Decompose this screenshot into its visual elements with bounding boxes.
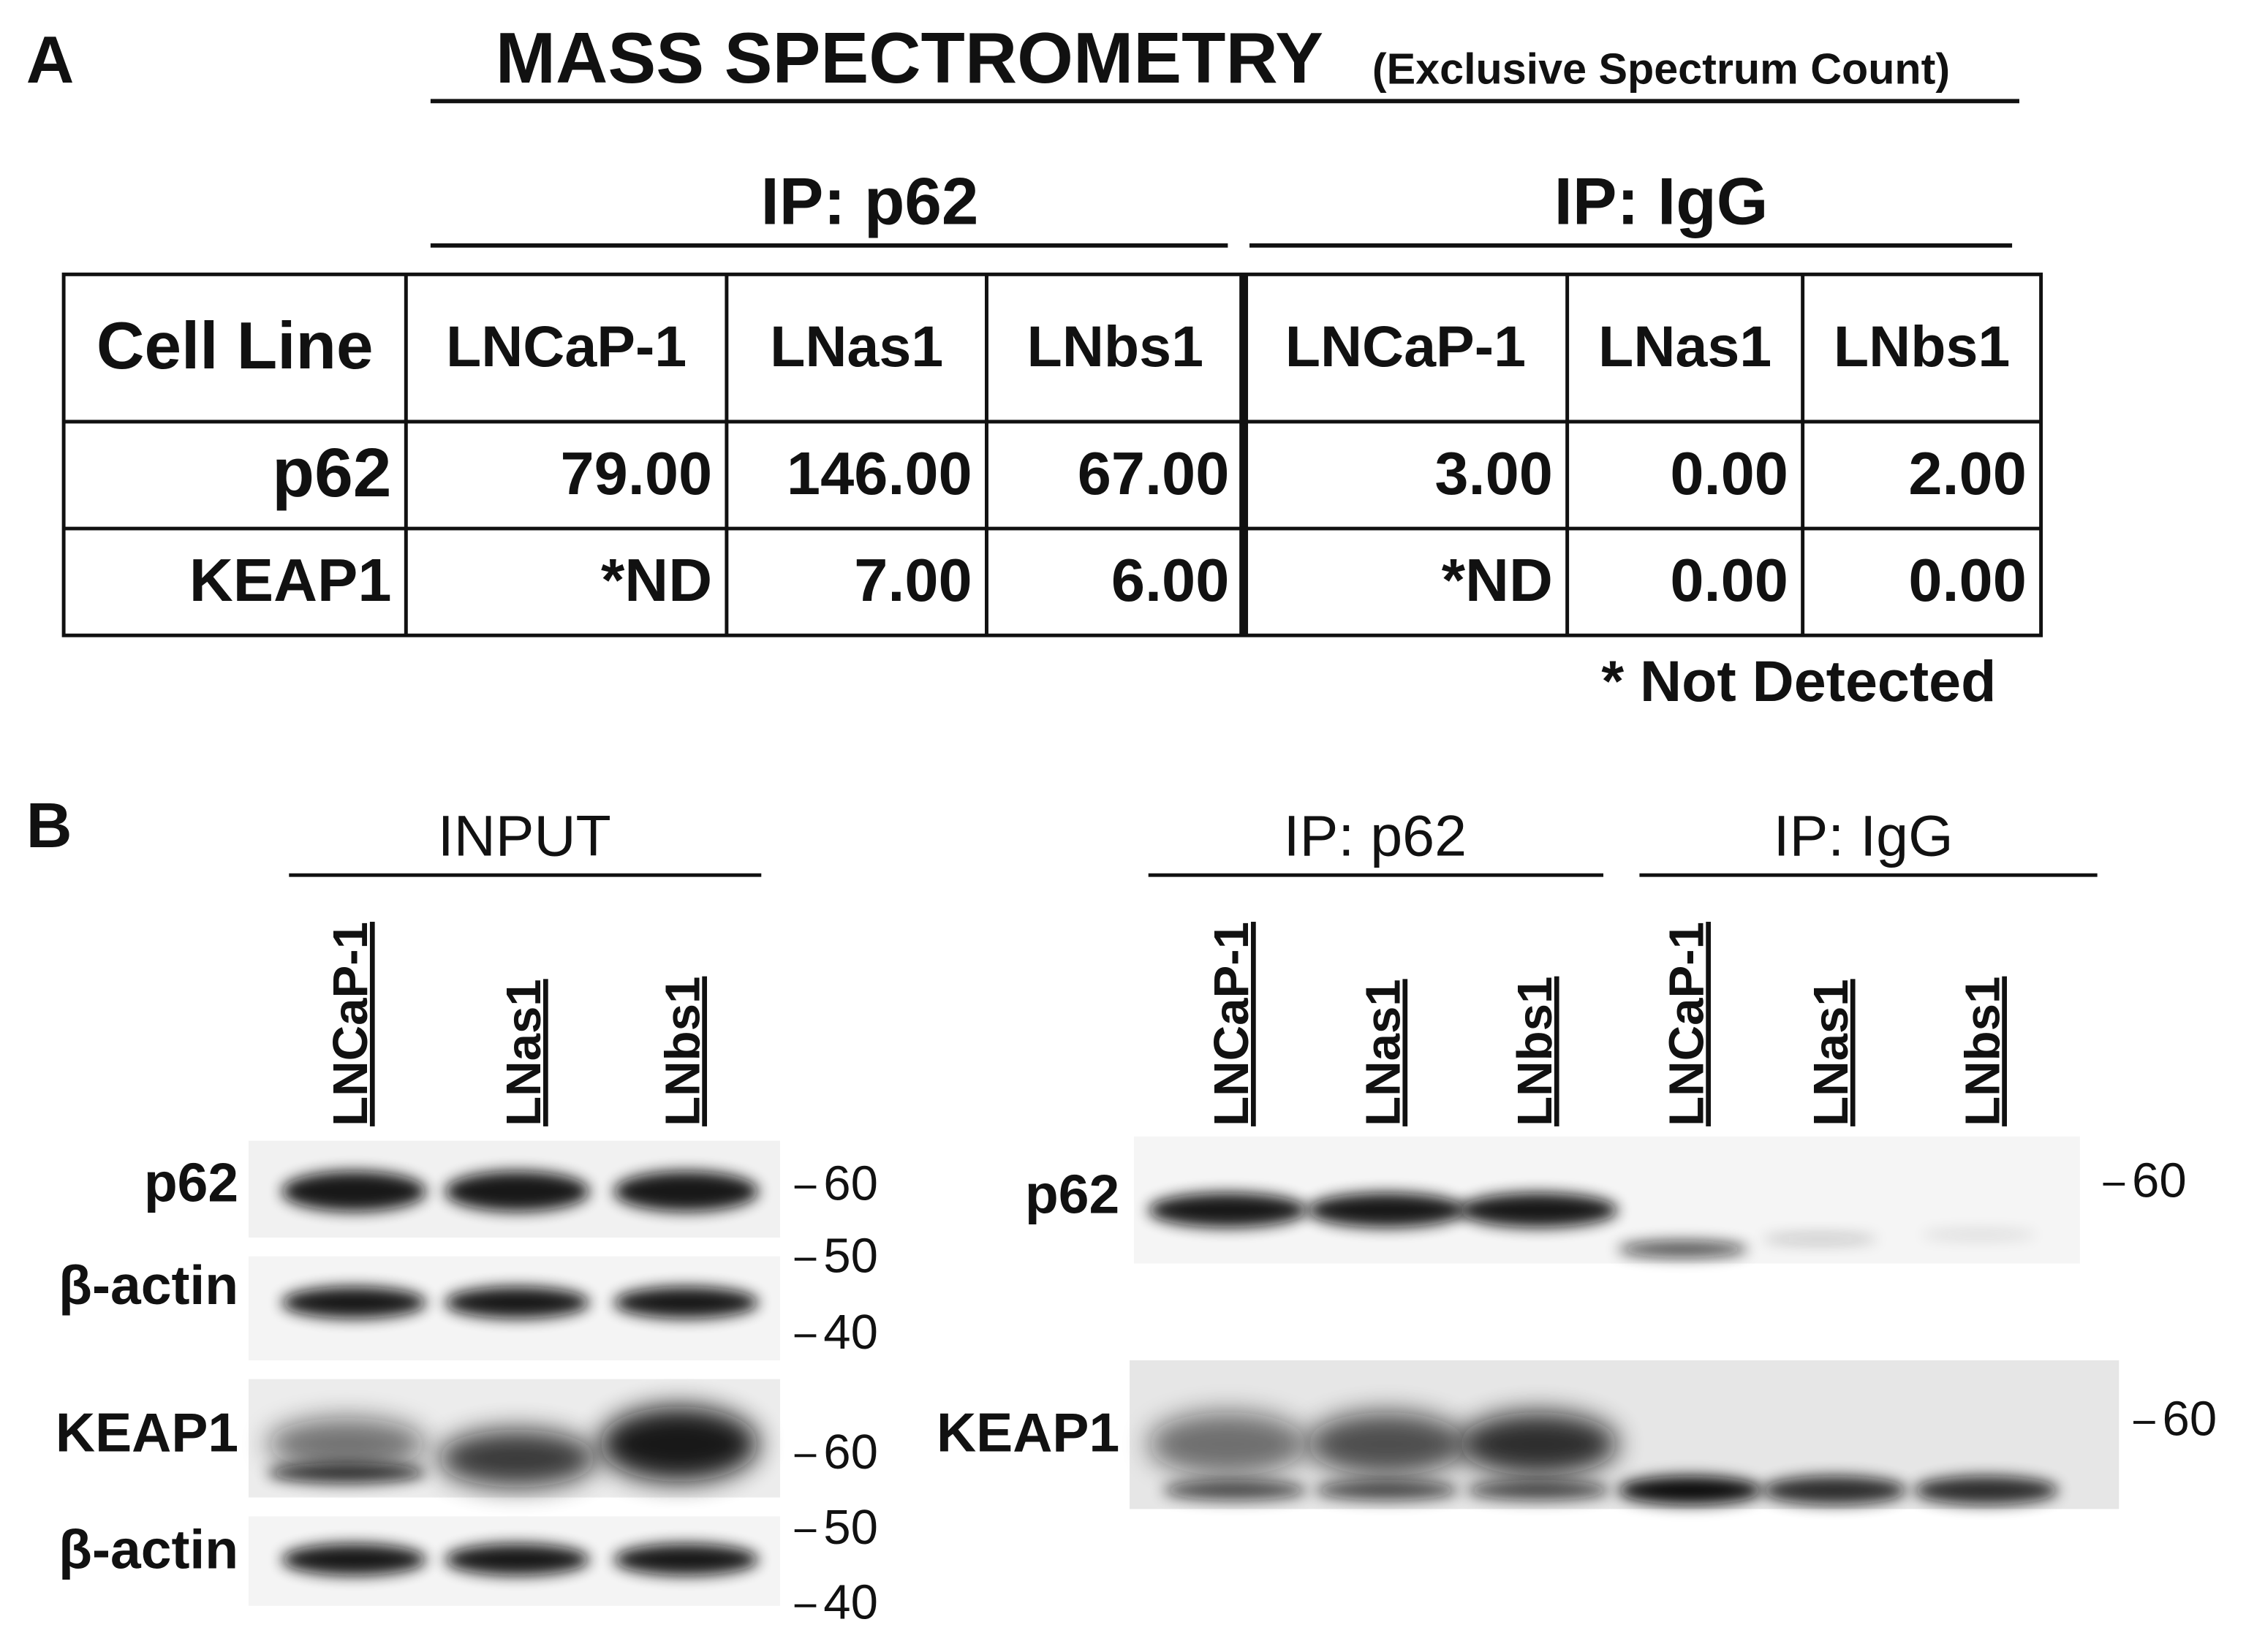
table-header: LNbs1 bbox=[1027, 314, 1203, 379]
band bbox=[1307, 1412, 1467, 1476]
table-cell: 7.00 bbox=[854, 546, 972, 614]
table-cell: 0.00 bbox=[1670, 439, 1788, 507]
band bbox=[445, 1543, 590, 1576]
table-header: LNCaP-1 bbox=[446, 314, 687, 379]
blot-label: KEAP1 bbox=[937, 1401, 1119, 1463]
table-border bbox=[61, 272, 2043, 637]
table-cell: 0.00 bbox=[1670, 546, 1788, 614]
table-cell: 2.00 bbox=[1908, 439, 2026, 507]
table-cell: 3.00 bbox=[1434, 439, 1552, 507]
table-header: LNbs1 bbox=[1834, 314, 2010, 379]
marker-label: 60 bbox=[2163, 1392, 2217, 1447]
band bbox=[1459, 1412, 1618, 1476]
marker-label: 50 bbox=[823, 1228, 878, 1283]
group-label: INPUT bbox=[438, 803, 611, 868]
lane-label: LNbs1 bbox=[1508, 977, 1562, 1126]
band bbox=[267, 1463, 426, 1483]
table-header: LNas1 bbox=[1598, 314, 1771, 379]
table-cell: p62 bbox=[272, 434, 391, 512]
marker-label: 50 bbox=[823, 1500, 878, 1555]
band bbox=[600, 1406, 759, 1482]
band bbox=[1921, 1229, 2037, 1240]
lane-label: LNas1 bbox=[1804, 979, 1858, 1126]
band bbox=[281, 1287, 426, 1319]
band bbox=[1762, 1475, 1907, 1505]
band bbox=[445, 1287, 590, 1319]
band bbox=[1617, 1475, 1763, 1505]
band bbox=[1466, 1479, 1611, 1501]
lane-label: LNbs1 bbox=[655, 977, 710, 1126]
table-cell: 79.00 bbox=[560, 439, 712, 507]
footnote: * Not Detected bbox=[1601, 648, 1996, 713]
marker-label: 60 bbox=[2132, 1153, 2187, 1208]
table-cell: 6.00 bbox=[1111, 546, 1229, 614]
lane-label: LNCaP-1 bbox=[1204, 922, 1259, 1126]
band bbox=[1148, 1192, 1308, 1228]
band bbox=[445, 1171, 590, 1212]
marker-label: 40 bbox=[823, 1575, 878, 1630]
band bbox=[281, 1171, 426, 1212]
band bbox=[1459, 1192, 1618, 1228]
blot-label: p62 bbox=[1025, 1164, 1119, 1225]
band bbox=[1162, 1479, 1308, 1501]
marker-label: 60 bbox=[823, 1425, 878, 1479]
table-header: LNCaP-1 bbox=[1285, 314, 1526, 379]
title: MASS SPECTROMETRY bbox=[496, 18, 1323, 98]
marker-label: 40 bbox=[823, 1305, 878, 1360]
band bbox=[1762, 1233, 1878, 1245]
table-header: LNas1 bbox=[770, 314, 943, 379]
blot-label: p62 bbox=[144, 1152, 238, 1213]
table-cell: *ND bbox=[1442, 546, 1553, 614]
table-cell: 67.00 bbox=[1078, 439, 1230, 507]
lane-label: LNas1 bbox=[496, 979, 551, 1126]
band bbox=[1913, 1475, 2059, 1505]
lane-label: LNCaP-1 bbox=[323, 922, 378, 1126]
table-cell: *ND bbox=[601, 546, 712, 614]
band bbox=[1617, 1240, 1748, 1258]
band bbox=[613, 1543, 759, 1576]
blot-label: β-actin bbox=[58, 1518, 238, 1580]
band bbox=[267, 1417, 426, 1471]
band bbox=[1307, 1192, 1467, 1228]
group-label: IP: p62 bbox=[760, 165, 978, 239]
group-label: IP: p62 bbox=[1284, 803, 1467, 868]
blot-label: β-actin bbox=[58, 1254, 238, 1316]
band bbox=[1148, 1412, 1308, 1476]
panel-label: A bbox=[26, 23, 75, 97]
band bbox=[613, 1287, 759, 1319]
panel-label: B bbox=[26, 790, 72, 861]
band bbox=[437, 1429, 597, 1488]
group-label: IP: IgG bbox=[1774, 803, 1954, 868]
band bbox=[613, 1171, 759, 1212]
lane-label: LNbs1 bbox=[1955, 977, 2010, 1126]
lane-label: LNCaP-1 bbox=[1659, 922, 1714, 1126]
table-header: Cell Line bbox=[97, 309, 374, 383]
lane-label: LNas1 bbox=[1355, 979, 1410, 1126]
subtitle: (Exclusive Spectrum Count) bbox=[1372, 44, 1950, 93]
table-cell: 146.00 bbox=[787, 439, 972, 507]
marker-label: 60 bbox=[823, 1156, 878, 1211]
table-cell: 0.00 bbox=[1908, 546, 2026, 614]
group-label: IP: IgG bbox=[1554, 165, 1769, 239]
table-cell: KEAP1 bbox=[189, 546, 392, 614]
blot-label: KEAP1 bbox=[56, 1401, 238, 1463]
band bbox=[1314, 1479, 1459, 1501]
band bbox=[281, 1543, 426, 1576]
